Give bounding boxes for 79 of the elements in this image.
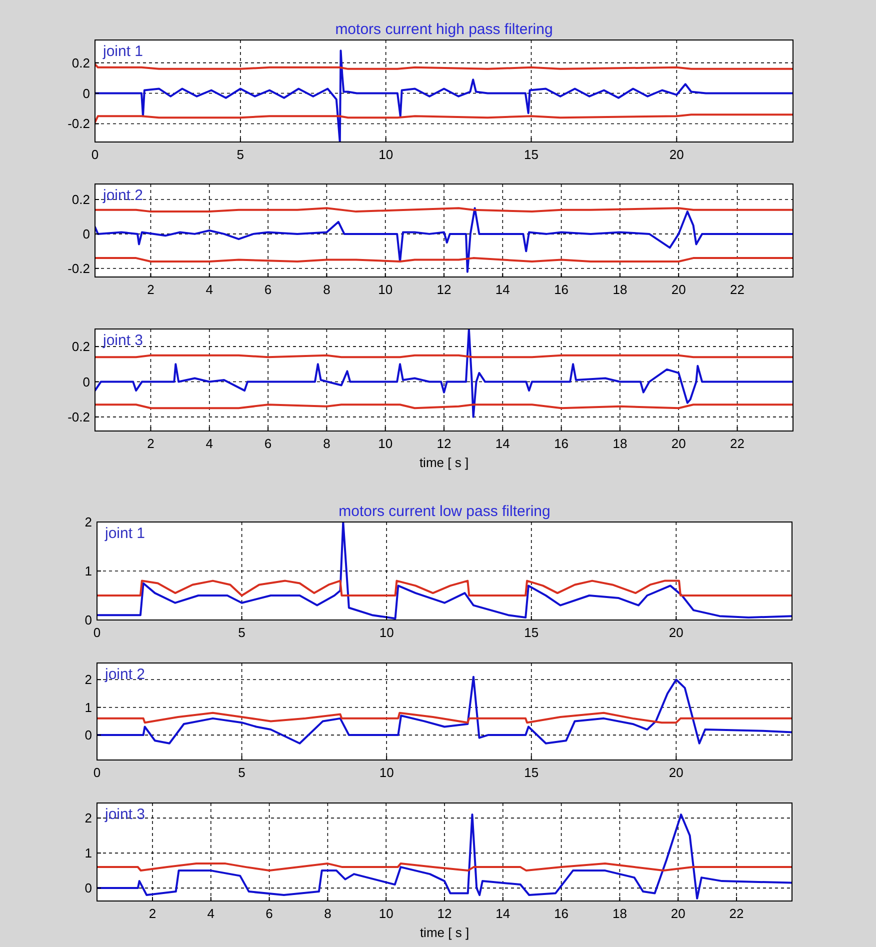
x-tick-label: 10 bbox=[378, 436, 393, 451]
annotation: joint 2 bbox=[104, 666, 146, 683]
y-tick-label: 2 bbox=[84, 810, 92, 826]
x-tick-label: 18 bbox=[612, 906, 627, 921]
x-tick-label: 14 bbox=[495, 436, 510, 451]
x-tick-label: 14 bbox=[495, 282, 510, 297]
x-tick-label: 20 bbox=[668, 625, 684, 640]
y-tick-label: 0.2 bbox=[72, 55, 90, 70]
x-tick-label: 14 bbox=[496, 906, 510, 921]
line-series bbox=[97, 712, 792, 724]
y-tick-label: -0.2 bbox=[68, 260, 90, 276]
y-tick-label: -0.2 bbox=[68, 409, 90, 424]
x-axis-title: time [ s ] bbox=[420, 925, 470, 940]
x-tick-label: 2 bbox=[147, 282, 154, 297]
line-series bbox=[95, 207, 793, 273]
line-series bbox=[97, 522, 792, 620]
x-tick-label: 10 bbox=[378, 906, 394, 921]
x-tick-label: 12 bbox=[437, 906, 452, 921]
line-series bbox=[95, 114, 793, 124]
y-tick-label: 1 bbox=[84, 700, 92, 715]
x-tick-label: 10 bbox=[378, 147, 394, 162]
y-tick-label: 0 bbox=[84, 728, 92, 743]
x-tick-label: 5 bbox=[238, 625, 246, 640]
x-tick-label: 10 bbox=[378, 282, 393, 297]
y-tick-label: 0 bbox=[84, 880, 92, 896]
y-tick-label: -0.2 bbox=[68, 116, 90, 132]
x-tick-label: 2 bbox=[147, 436, 154, 451]
x-tick-label: 10 bbox=[379, 765, 394, 780]
x-tick-label: 5 bbox=[236, 147, 244, 162]
x-tick-label: 20 bbox=[671, 436, 686, 451]
x-tick-label: 4 bbox=[207, 906, 215, 921]
x-tick-label: 4 bbox=[206, 282, 213, 297]
x-axis-title: time [ s ] bbox=[419, 455, 469, 470]
x-tick-label: 20 bbox=[668, 765, 684, 780]
x-tick-label: 16 bbox=[554, 282, 569, 297]
x-tick-label: 4 bbox=[206, 436, 213, 451]
y-tick-label: 0.2 bbox=[72, 339, 90, 354]
annotation: joint 3 bbox=[102, 332, 144, 349]
line-series bbox=[97, 580, 792, 596]
x-tick-label: 6 bbox=[266, 906, 273, 921]
y-tick-label: 0.2 bbox=[72, 192, 90, 207]
x-tick-label: 12 bbox=[436, 282, 452, 297]
line-series bbox=[95, 329, 793, 418]
x-tick-label: 12 bbox=[436, 436, 452, 451]
x-tick-label: 20 bbox=[669, 147, 684, 162]
x-tick-label: 6 bbox=[264, 436, 272, 451]
y-tick-label: 0 bbox=[82, 374, 90, 390]
chart-title: motors current low pass filtering bbox=[338, 503, 550, 520]
x-tick-label: 15 bbox=[524, 147, 538, 162]
y-tick-label: 0 bbox=[82, 226, 90, 242]
annotation: joint 3 bbox=[104, 806, 146, 823]
x-tick-label: 15 bbox=[524, 765, 539, 780]
x-tick-label: 8 bbox=[323, 436, 330, 451]
x-tick-label: 22 bbox=[729, 906, 744, 921]
y-tick-label: 2 bbox=[84, 514, 92, 530]
x-tick-label: 20 bbox=[671, 282, 686, 297]
x-tick-label: 20 bbox=[670, 906, 686, 921]
x-tick-label: 5 bbox=[238, 765, 246, 780]
x-tick-label: 16 bbox=[554, 436, 569, 451]
x-tick-label: 8 bbox=[324, 906, 332, 921]
y-tick-label: 1 bbox=[84, 846, 92, 861]
annotation: joint 1 bbox=[104, 525, 146, 542]
x-tick-label: 22 bbox=[730, 282, 745, 297]
x-tick-label: 15 bbox=[524, 625, 539, 640]
x-tick-label: 22 bbox=[730, 436, 745, 451]
y-tick-label: 0 bbox=[84, 612, 92, 628]
annotation: joint 1 bbox=[102, 43, 144, 60]
y-tick-label: 2 bbox=[84, 672, 92, 688]
x-tick-label: 6 bbox=[264, 282, 272, 297]
x-tick-label: 18 bbox=[612, 436, 628, 451]
y-tick-label: 0 bbox=[82, 86, 90, 101]
chart-title: motors current high pass filtering bbox=[335, 21, 553, 38]
annotation: joint 2 bbox=[102, 187, 144, 204]
x-tick-label: 2 bbox=[148, 906, 156, 921]
x-tick-label: 10 bbox=[379, 625, 394, 640]
y-tick-label: 1 bbox=[84, 564, 92, 578]
x-tick-label: 16 bbox=[554, 906, 569, 921]
x-tick-label: 8 bbox=[323, 282, 330, 297]
x-tick-label: 18 bbox=[612, 282, 628, 297]
